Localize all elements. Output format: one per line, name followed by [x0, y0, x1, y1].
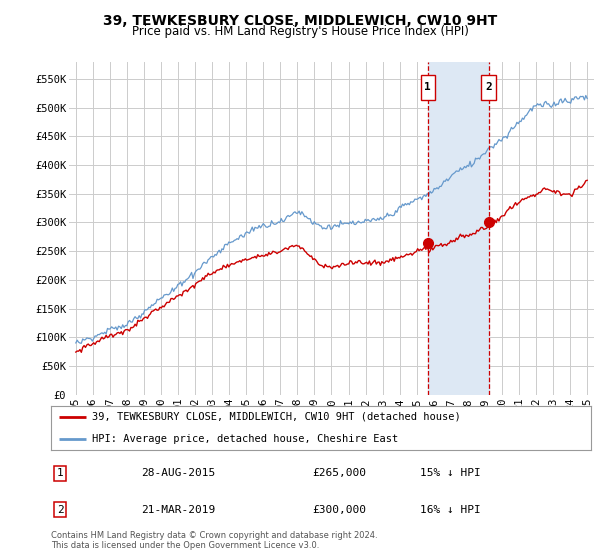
Text: 21-MAR-2019: 21-MAR-2019 — [141, 505, 215, 515]
Text: £300,000: £300,000 — [312, 505, 366, 515]
Text: 1: 1 — [56, 469, 64, 478]
Text: Contains HM Land Registry data © Crown copyright and database right 2024.
This d: Contains HM Land Registry data © Crown c… — [51, 531, 377, 550]
Text: 2: 2 — [485, 82, 492, 92]
Text: 39, TEWKESBURY CLOSE, MIDDLEWICH, CW10 9HT (detached house): 39, TEWKESBURY CLOSE, MIDDLEWICH, CW10 9… — [91, 412, 460, 422]
Bar — [428, 62, 488, 395]
Text: 1: 1 — [424, 82, 431, 92]
Text: 39, TEWKESBURY CLOSE, MIDDLEWICH, CW10 9HT: 39, TEWKESBURY CLOSE, MIDDLEWICH, CW10 9… — [103, 14, 497, 28]
FancyBboxPatch shape — [481, 75, 496, 100]
Text: 15% ↓ HPI: 15% ↓ HPI — [420, 469, 481, 478]
FancyBboxPatch shape — [421, 75, 435, 100]
Text: 2: 2 — [56, 505, 64, 515]
Text: 16% ↓ HPI: 16% ↓ HPI — [420, 505, 481, 515]
Text: £265,000: £265,000 — [312, 469, 366, 478]
Text: Price paid vs. HM Land Registry's House Price Index (HPI): Price paid vs. HM Land Registry's House … — [131, 25, 469, 38]
Text: HPI: Average price, detached house, Cheshire East: HPI: Average price, detached house, Ches… — [91, 434, 398, 444]
Text: 28-AUG-2015: 28-AUG-2015 — [141, 469, 215, 478]
